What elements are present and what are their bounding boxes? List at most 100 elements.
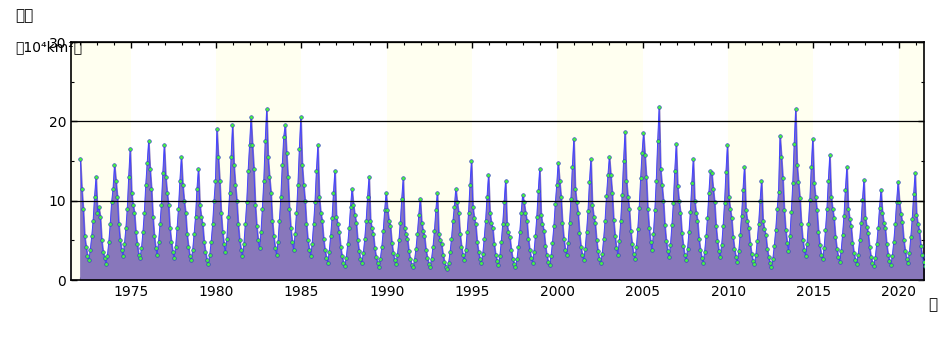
Point bbox=[919, 254, 934, 260]
Point bbox=[233, 247, 248, 253]
Point bbox=[293, 114, 308, 120]
Point bbox=[593, 260, 609, 266]
Point bbox=[235, 253, 250, 259]
Point bbox=[721, 194, 737, 199]
Point bbox=[390, 252, 405, 257]
Point bbox=[795, 237, 811, 242]
Point bbox=[318, 247, 333, 253]
Point bbox=[705, 186, 720, 191]
Point bbox=[381, 218, 396, 223]
Point bbox=[505, 256, 520, 261]
Point bbox=[119, 206, 135, 211]
Point bbox=[813, 252, 829, 257]
Point bbox=[673, 210, 688, 215]
Point bbox=[554, 194, 569, 199]
Point bbox=[739, 218, 755, 223]
Point bbox=[122, 146, 137, 152]
Point bbox=[566, 136, 581, 142]
Point bbox=[409, 246, 424, 252]
Point bbox=[815, 257, 830, 262]
Point bbox=[77, 233, 92, 239]
Point bbox=[898, 248, 913, 253]
Point bbox=[134, 245, 149, 251]
Point bbox=[90, 210, 105, 215]
Point bbox=[366, 231, 381, 237]
Point bbox=[921, 241, 936, 246]
Point bbox=[665, 200, 681, 206]
Point bbox=[557, 247, 573, 253]
Point bbox=[574, 244, 589, 250]
Point bbox=[478, 218, 493, 223]
Point bbox=[790, 162, 805, 168]
Point bbox=[412, 196, 428, 202]
Point bbox=[338, 255, 354, 261]
Point bbox=[147, 233, 162, 239]
Point bbox=[609, 245, 624, 251]
Point bbox=[230, 222, 246, 227]
Point bbox=[873, 187, 888, 192]
Point bbox=[903, 234, 919, 240]
Point bbox=[151, 239, 166, 245]
Point bbox=[219, 236, 234, 241]
Point bbox=[204, 239, 219, 245]
Point bbox=[884, 262, 899, 268]
Point bbox=[827, 215, 842, 221]
Point bbox=[386, 250, 401, 256]
Point bbox=[630, 226, 646, 232]
Point bbox=[648, 178, 664, 184]
Point bbox=[337, 263, 353, 268]
Point bbox=[568, 186, 583, 191]
Point bbox=[636, 131, 651, 136]
Point bbox=[603, 173, 618, 178]
Point bbox=[224, 154, 239, 160]
Point bbox=[691, 236, 706, 241]
Point bbox=[833, 248, 848, 254]
Point bbox=[501, 230, 516, 235]
Point bbox=[744, 251, 759, 257]
Point bbox=[680, 246, 695, 252]
Point bbox=[144, 186, 159, 191]
Point bbox=[828, 234, 843, 240]
Point bbox=[653, 166, 668, 172]
Point bbox=[495, 222, 510, 227]
Point bbox=[176, 198, 191, 203]
Point bbox=[525, 260, 540, 265]
Point bbox=[832, 259, 848, 265]
Point bbox=[229, 198, 245, 203]
Bar bbox=[643, 42, 728, 280]
Point bbox=[137, 210, 152, 215]
Point bbox=[304, 241, 319, 247]
Point bbox=[307, 199, 322, 205]
Point bbox=[924, 184, 939, 189]
Point bbox=[340, 241, 356, 247]
Point bbox=[287, 231, 302, 237]
Point bbox=[882, 258, 897, 264]
Point bbox=[195, 222, 210, 227]
Point bbox=[753, 198, 768, 203]
Point bbox=[125, 202, 140, 208]
Point bbox=[864, 254, 879, 260]
Point bbox=[403, 257, 418, 262]
Point bbox=[451, 210, 466, 215]
Point bbox=[355, 260, 370, 265]
Point bbox=[324, 215, 339, 221]
Point bbox=[782, 233, 797, 238]
Point bbox=[298, 198, 313, 203]
Point bbox=[869, 241, 884, 247]
Point bbox=[563, 196, 578, 202]
Point bbox=[716, 223, 731, 229]
Point bbox=[540, 259, 556, 265]
Point bbox=[802, 197, 817, 203]
Point bbox=[101, 239, 117, 245]
Point bbox=[488, 252, 503, 257]
Point bbox=[242, 142, 257, 148]
Point bbox=[79, 244, 94, 250]
Point bbox=[631, 205, 647, 211]
Point bbox=[730, 259, 745, 265]
Point bbox=[625, 241, 640, 247]
Point bbox=[347, 212, 362, 218]
Point bbox=[272, 218, 287, 223]
Point bbox=[693, 247, 708, 253]
Point bbox=[178, 210, 193, 215]
Point bbox=[810, 208, 825, 213]
